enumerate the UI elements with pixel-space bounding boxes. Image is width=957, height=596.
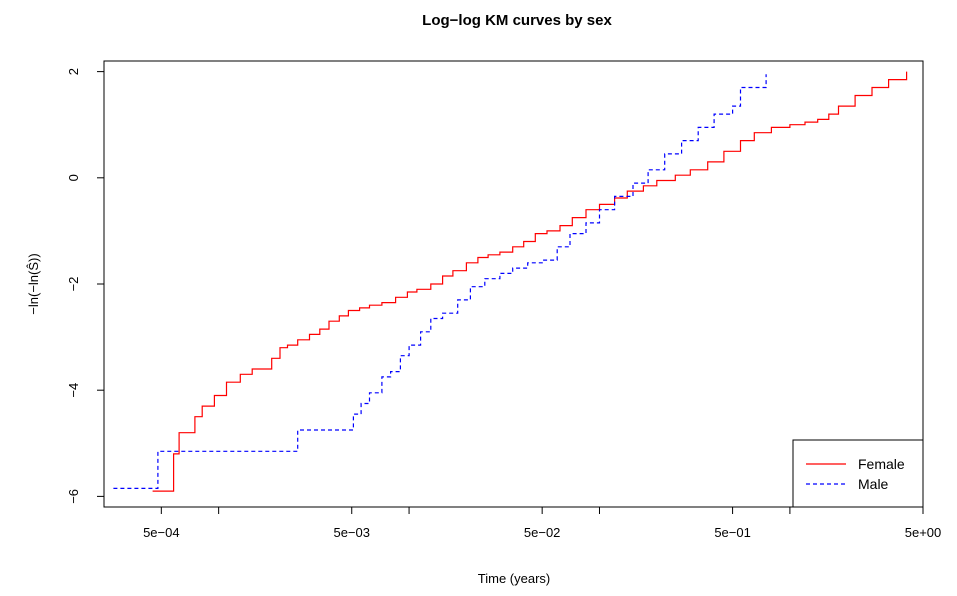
x-tick-label: 5e+00 (905, 525, 942, 540)
series-line-male (113, 74, 767, 489)
x-axis-label: Time (years) (478, 571, 550, 586)
y-tick-label: −4 (66, 383, 81, 398)
series-layer (113, 71, 908, 492)
legend-label-male: Male (858, 476, 889, 492)
legend-label-female: Female (858, 456, 905, 472)
chart-title: Log−log KM curves by sex (422, 12, 612, 29)
series-line-female (152, 71, 908, 492)
legend-box (792, 439, 924, 508)
y-axis-label: −ln(−ln(Ŝ)) (26, 253, 41, 314)
y-tick-label: −6 (66, 489, 81, 504)
x-axis: 5e−04 5e−03 5e−02 5e−01 5e+00 (143, 506, 942, 540)
y-axis: −6 −4 −2 0 2 (66, 68, 105, 504)
legend: Female Male (792, 439, 924, 508)
x-tick-label: 5e−04 (143, 525, 180, 540)
x-tick-label: 5e−02 (524, 525, 561, 540)
y-tick-label: −2 (66, 277, 81, 292)
x-tick-label: 5e−01 (714, 525, 751, 540)
y-tick-label: 0 (66, 174, 81, 181)
x-tick-label: 5e−03 (333, 525, 370, 540)
y-tick-label: 2 (66, 68, 81, 75)
